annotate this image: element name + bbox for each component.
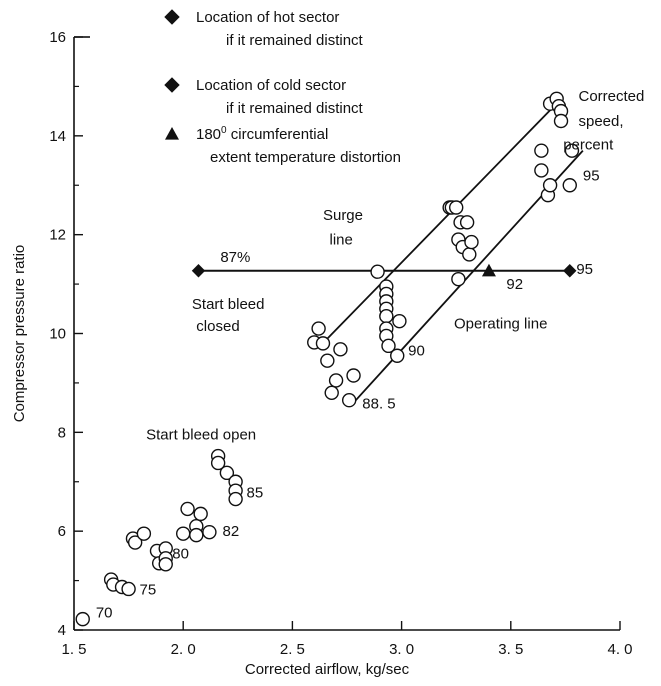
annotation-label: 90 (408, 343, 425, 360)
legend: Location of hot sector if it remained dis… (164, 9, 401, 166)
data-point (320, 353, 335, 368)
annotation-label: speed, (579, 113, 624, 130)
annotation-label: Start bleed open (146, 427, 256, 444)
data-point (562, 178, 577, 193)
y-axis-title: Compressor pressure ratio (11, 245, 28, 423)
legend-entry-line2: extent temperature distortion (210, 149, 401, 166)
data-point (315, 336, 331, 351)
data-point (462, 247, 477, 262)
lines (191, 100, 584, 404)
annotation-label: 82 (223, 523, 240, 540)
data-point (328, 373, 344, 388)
annotation-label: 80 (172, 545, 189, 562)
data-point (127, 535, 143, 550)
data-point (451, 271, 466, 287)
data-point (449, 200, 464, 215)
legend-entry-line2: if it remained distinct (226, 32, 364, 49)
data-point (333, 342, 348, 357)
data-point (75, 611, 90, 627)
data-point (202, 524, 217, 540)
annotation-label: 75 (140, 581, 157, 598)
data-point (379, 309, 394, 324)
x-tick-label: 3. 0 (389, 641, 414, 658)
annotation-label: 88. 5 (362, 396, 395, 413)
annotation-label: 95 (576, 261, 593, 278)
x-axis-title: Corrected airflow, kg/sec (245, 661, 410, 678)
legend-entry-line1: 1800 circumferential (196, 125, 328, 143)
annotation-label: closed (196, 318, 239, 335)
x-tick-label: 3. 5 (498, 641, 523, 658)
data-point (219, 465, 235, 481)
data-point (390, 348, 405, 363)
y-tick-label: 16 (49, 29, 66, 46)
data-point (175, 526, 191, 541)
annotation-label: 92 (506, 276, 523, 293)
y-tick-label: 4 (58, 622, 66, 639)
y-tick-label: 12 (49, 227, 66, 244)
data-point (464, 234, 479, 250)
data-point (392, 313, 407, 329)
data-point (180, 501, 195, 517)
data-point (542, 178, 558, 193)
data-point (210, 455, 226, 471)
data-point (136, 526, 152, 541)
x-tick-label: 4. 0 (607, 641, 632, 658)
legend-diamond-marker (164, 77, 180, 93)
y-tick-label: 10 (49, 326, 66, 343)
legend-entry-line1: Location of hot sector (196, 9, 339, 26)
data-point (346, 368, 361, 383)
distortion-triangle-marker (481, 263, 496, 277)
annotation-label: Corrected (579, 88, 645, 105)
x-tick-label: 2. 0 (171, 641, 196, 658)
x-tick-label: 1. 5 (61, 641, 86, 658)
annotation-label: 87% (220, 249, 250, 266)
data-point (564, 143, 580, 158)
data-point (189, 527, 204, 543)
data-point (311, 321, 326, 336)
annotation-label: 70 (96, 605, 113, 622)
data-point (228, 491, 243, 507)
data-points (75, 91, 580, 627)
annotation-label: Surge (323, 207, 363, 224)
annotation-label: percent (563, 137, 614, 154)
data-point (534, 143, 549, 158)
annotation-label: 95 (583, 167, 600, 184)
surge-line (324, 100, 560, 342)
data-point (324, 385, 339, 400)
legend-diamond-marker (164, 9, 180, 25)
data-point (193, 506, 208, 522)
annotation-label: Start bleed (192, 296, 265, 313)
legend-entry-line2: if it remained distinct (226, 100, 364, 117)
data-point (158, 557, 173, 572)
annotations: Corrected speed, percent 95 Surge line 87% 95 92… (96, 88, 645, 621)
x-tick-label: 2. 5 (280, 641, 305, 658)
y-tick-label: 6 (58, 523, 66, 540)
legend-triangle-marker (165, 127, 179, 140)
annotation-label: 85 (247, 485, 264, 502)
axes: 4 6 8 10 12 14 16 1. 5 2. 0 2. 5 3. 0 3. 5 4. 0 Corre… (11, 29, 633, 678)
data-point (370, 264, 385, 279)
hot-sector-marker (191, 264, 206, 278)
y-tick-label: 14 (49, 128, 66, 145)
data-point (534, 163, 549, 178)
data-point (121, 581, 136, 597)
cold-sector-marker (563, 264, 577, 278)
data-point (381, 338, 396, 354)
data-point (341, 393, 357, 408)
annotation-label: Operating line (454, 316, 547, 333)
legend-entry-line1: Location of cold sector (196, 77, 346, 94)
annotation-label: line (330, 232, 353, 249)
data-point (459, 215, 475, 230)
data-point (553, 113, 569, 129)
y-tick-label: 8 (58, 424, 66, 441)
